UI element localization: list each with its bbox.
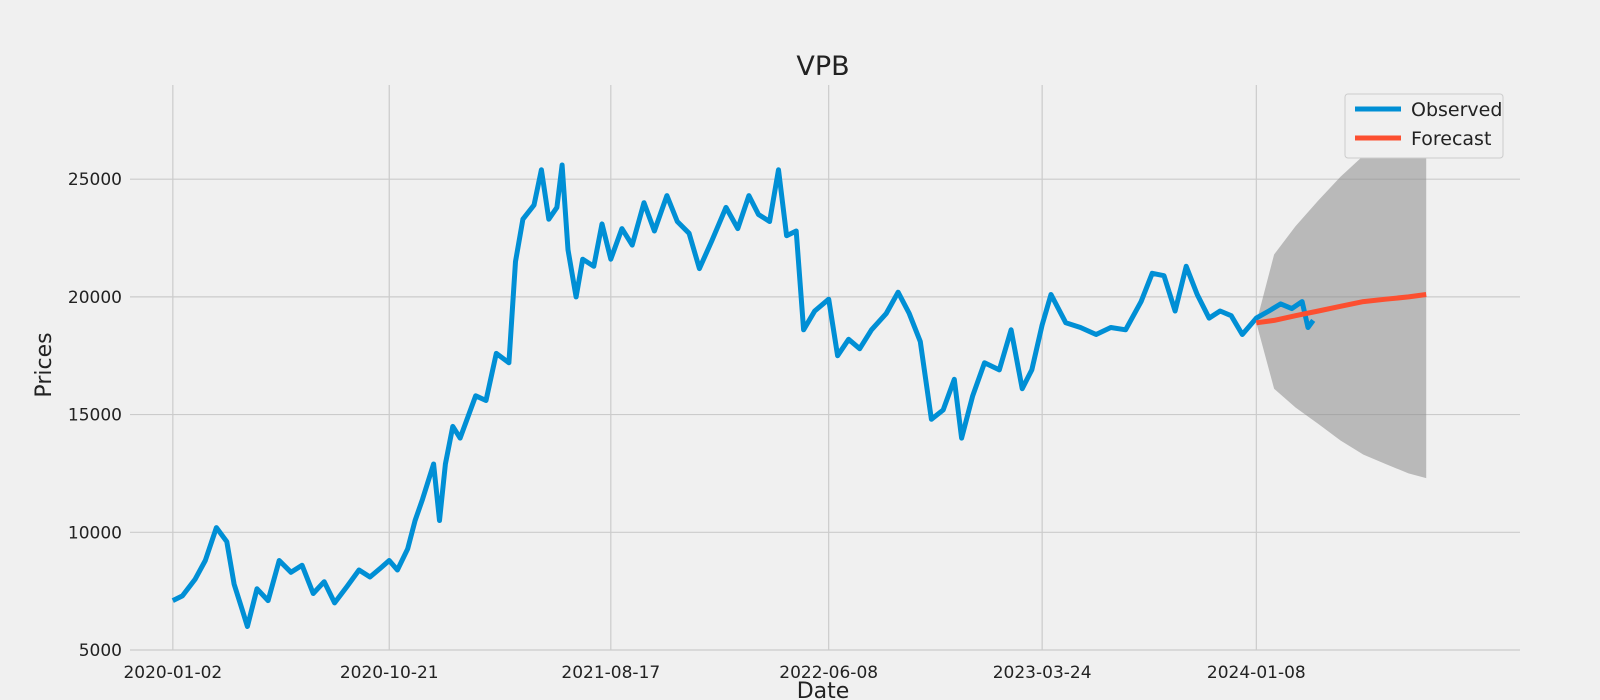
y-tick-label: 10000 [68,523,122,543]
legend: Observed Forecast [1344,93,1504,159]
y-tick-labels: 5000 10000 15000 20000 25000 [68,170,122,661]
confidence-band [1256,115,1427,479]
y-tick-label: 5000 [79,641,122,661]
x-axis-label: Date [797,679,850,700]
x-tick-label: 2024-01-08 [1207,663,1306,683]
observed-line [171,162,1316,629]
x-tick-label: 2021-08-17 [561,663,660,683]
y-tick-label: 25000 [68,170,122,190]
y-axis-label: Prices [32,332,57,397]
x-tick-label: 2020-10-21 [340,663,439,683]
legend-label-forecast: Forecast [1411,128,1491,150]
x-tick-labels: 2020-01-02 2020-10-21 2021-08-17 2022-06-08… [123,663,1305,683]
x-tick-label: 2023-03-24 [993,663,1092,683]
forecast-line [1255,292,1427,326]
chart-title: VPB [796,51,849,82]
series-lines [171,162,1427,629]
y-tick-label: 20000 [68,288,122,308]
confidence-interval [1256,115,1427,479]
y-tick-label: 15000 [68,406,122,426]
x-tick-label: 2022-06-08 [779,663,878,683]
legend-label-observed: Observed [1411,99,1502,121]
x-tick-label: 2020-01-02 [123,663,222,683]
